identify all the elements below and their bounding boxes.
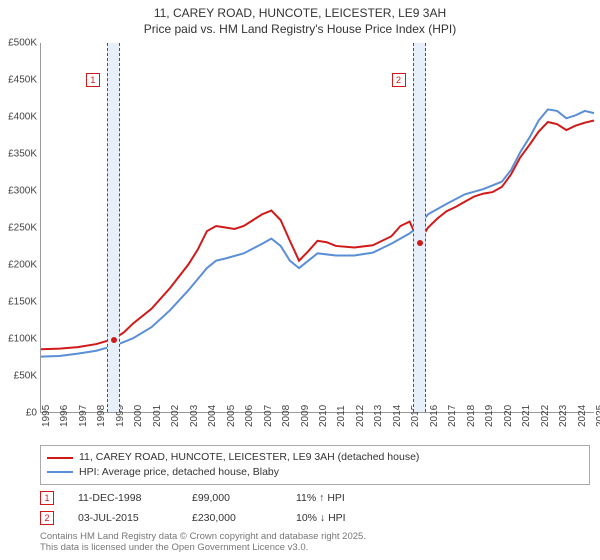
y-tick-label: £400K bbox=[1, 112, 37, 123]
x-tick-label: 2005 bbox=[226, 405, 237, 427]
x-tick-label: 2009 bbox=[300, 405, 311, 427]
sales-list: 1 11-DEC-1998 £99,000 11% ↑ HPI 2 03-JUL-2015… bbox=[0, 491, 600, 525]
legend-swatch bbox=[47, 471, 73, 473]
footer: Contains HM Land Registry data © Crown c… bbox=[40, 531, 590, 555]
sale-price: £99,000 bbox=[192, 492, 272, 504]
sale-marker: 1 bbox=[86, 73, 100, 87]
sale-row: 2 03-JUL-2015 £230,000 10% ↓ HPI bbox=[40, 511, 590, 525]
sale-band bbox=[107, 43, 120, 412]
x-tick-label: 2024 bbox=[577, 405, 588, 427]
y-tick-label: £50K bbox=[1, 371, 37, 382]
legend-swatch bbox=[47, 457, 73, 459]
y-tick-label: £500K bbox=[1, 38, 37, 49]
legend-label: 11, CAREY ROAD, HUNCOTE, LEICESTER, LE9 … bbox=[79, 450, 419, 465]
chart-title: 11, CAREY ROAD, HUNCOTE, LEICESTER, LE9 … bbox=[0, 0, 600, 39]
sale-marker: 2 bbox=[392, 73, 406, 87]
x-tick-label: 1998 bbox=[96, 405, 107, 427]
footer-line: Contains HM Land Registry data © Crown c… bbox=[40, 531, 590, 543]
legend-item-hpi: HPI: Average price, detached house, Blab… bbox=[47, 465, 583, 480]
title-line-1: 11, CAREY ROAD, HUNCOTE, LEICESTER, LE9 … bbox=[0, 6, 600, 22]
x-tick-label: 2018 bbox=[466, 405, 477, 427]
chart-svg bbox=[41, 43, 594, 412]
y-tick-label: £450K bbox=[1, 75, 37, 86]
x-tick-label: 2013 bbox=[373, 405, 384, 427]
sale-number-box: 1 bbox=[40, 491, 54, 505]
y-tick-label: £200K bbox=[1, 260, 37, 271]
y-tick-label: £250K bbox=[1, 223, 37, 234]
x-tick-label: 2001 bbox=[152, 405, 163, 427]
y-tick-label: £100K bbox=[1, 334, 37, 345]
x-tick-label: 2012 bbox=[355, 405, 366, 427]
x-tick-label: 2023 bbox=[558, 405, 569, 427]
x-tick-label: 2011 bbox=[336, 406, 347, 428]
footer-line: This data is licensed under the Open Gov… bbox=[40, 542, 590, 554]
y-tick-label: £300K bbox=[1, 186, 37, 197]
sale-number-box: 2 bbox=[40, 511, 54, 525]
x-tick-label: 2014 bbox=[392, 405, 403, 427]
x-tick-label: 2010 bbox=[318, 405, 329, 427]
legend-label: HPI: Average price, detached house, Blab… bbox=[79, 465, 279, 480]
series-hpi bbox=[41, 110, 594, 357]
sale-delta: 10% ↓ HPI bbox=[296, 512, 346, 524]
series-address bbox=[41, 121, 594, 350]
x-tick-label: 2019 bbox=[484, 405, 495, 427]
legend: 11, CAREY ROAD, HUNCOTE, LEICESTER, LE9 … bbox=[40, 445, 590, 484]
x-tick-label: 1995 bbox=[41, 405, 52, 427]
y-tick-label: £0 bbox=[1, 408, 37, 419]
x-tick-label: 2025 bbox=[595, 405, 600, 427]
sale-dot bbox=[111, 337, 117, 343]
sale-delta: 11% ↑ HPI bbox=[296, 492, 345, 504]
x-tick-label: 1997 bbox=[78, 405, 89, 427]
legend-item-address: 11, CAREY ROAD, HUNCOTE, LEICESTER, LE9 … bbox=[47, 450, 583, 465]
sale-date: 11-DEC-1998 bbox=[78, 492, 168, 504]
price-chart: £0£50K£100K£150K£200K£250K£300K£350K£400… bbox=[40, 43, 594, 413]
sale-date: 03-JUL-2015 bbox=[78, 512, 168, 524]
y-tick-label: £350K bbox=[1, 149, 37, 160]
x-tick-label: 2002 bbox=[170, 405, 181, 427]
x-tick-label: 1996 bbox=[59, 405, 70, 427]
x-tick-label: 2000 bbox=[133, 405, 144, 427]
x-tick-label: 2004 bbox=[207, 405, 218, 427]
x-tick-label: 2021 bbox=[521, 405, 532, 427]
title-line-2: Price paid vs. HM Land Registry's House … bbox=[0, 22, 600, 38]
y-tick-label: £150K bbox=[1, 297, 37, 308]
sale-dot bbox=[417, 240, 423, 246]
x-tick-label: 2016 bbox=[429, 405, 440, 427]
x-tick-label: 2007 bbox=[263, 405, 274, 427]
x-tick-label: 2008 bbox=[281, 405, 292, 427]
x-tick-label: 2006 bbox=[244, 405, 255, 427]
sale-band bbox=[413, 43, 426, 412]
x-tick-label: 2017 bbox=[447, 405, 458, 427]
sale-row: 1 11-DEC-1998 £99,000 11% ↑ HPI bbox=[40, 491, 590, 505]
x-tick-label: 2020 bbox=[503, 405, 514, 427]
x-tick-label: 2022 bbox=[540, 405, 551, 427]
x-tick-label: 2003 bbox=[189, 405, 200, 427]
sale-price: £230,000 bbox=[192, 512, 272, 524]
